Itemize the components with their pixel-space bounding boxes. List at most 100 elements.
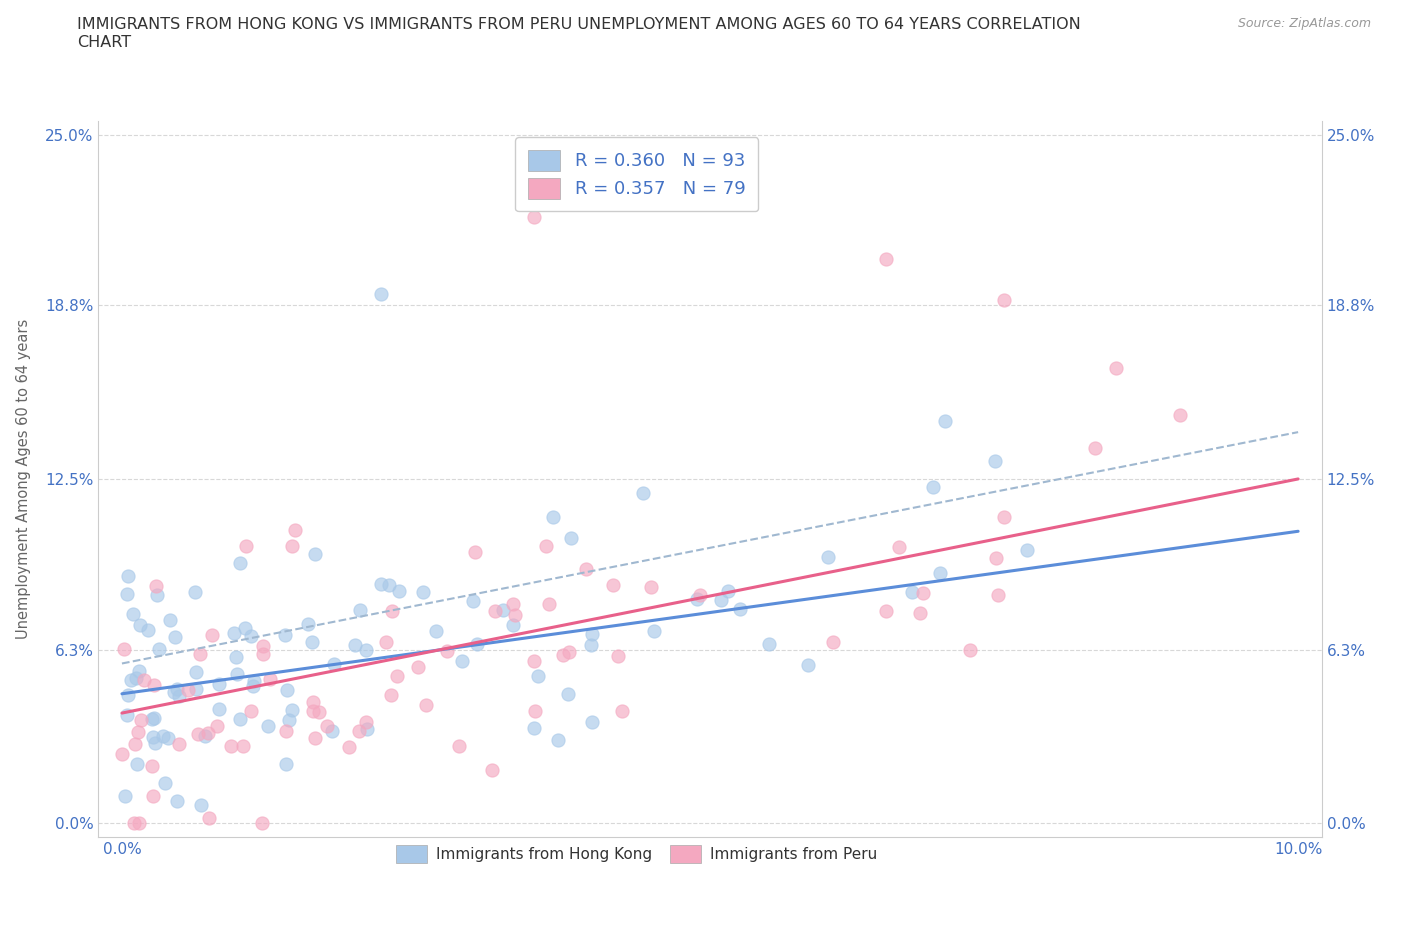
Point [875,604,897,618]
Text: IMMIGRANTS FROM HONG KONG VS IMMIGRANTS FROM PERU UNEMPLOYMENT AMONG AGES 60 TO : IMMIGRANTS FROM HONG KONG VS IMMIGRANTS … [77,17,1081,32]
Point [502,618,524,632]
Point [928,565,950,580]
Point [502,596,524,611]
Point [370,577,392,591]
Point [207,718,229,733]
Point [354,714,377,729]
Point [186,682,208,697]
Point [143,677,166,692]
Point [912,585,935,600]
Point [717,583,740,598]
Point [492,603,515,618]
Point [710,592,733,607]
Point [481,763,503,777]
Point [959,643,981,658]
Point [259,671,281,686]
Point [547,733,569,748]
Point [148,642,170,657]
Point [167,689,190,704]
Point [152,728,174,743]
Point [922,479,945,494]
Point [337,740,360,755]
Point [993,293,1015,308]
Point [464,545,486,560]
Point [252,647,274,662]
Point [197,725,219,740]
Point [406,659,429,674]
Point [112,641,135,656]
Point [117,708,139,723]
Point [1084,440,1107,455]
Point [232,738,254,753]
Point [451,654,474,669]
Point [219,739,242,754]
Point [304,547,326,562]
Point [156,731,179,746]
Point [560,530,582,545]
Point [887,539,910,554]
Point [281,702,304,717]
Point [1015,542,1038,557]
Point [986,551,1008,565]
Point [527,669,550,684]
Point [127,724,149,739]
Legend: Immigrants from Hong Kong, Immigrants from Peru: Immigrants from Hong Kong, Immigrants fr… [389,839,883,869]
Point [125,671,148,685]
Point [797,658,820,672]
Point [484,604,506,618]
Point [233,620,256,635]
Point [536,538,558,553]
Point [538,596,561,611]
Point [1105,361,1128,376]
Point [356,722,378,737]
Point [127,757,149,772]
Point [141,758,163,773]
Point [129,618,152,632]
Point [117,688,139,703]
Point [252,638,274,653]
Point [141,711,163,726]
Point [166,681,188,696]
Point [574,562,596,577]
Point [177,683,200,698]
Point [503,607,526,622]
Point [381,604,404,618]
Point [143,711,166,725]
Point [276,683,298,698]
Point [124,737,146,751]
Point [875,251,897,266]
Point [581,627,603,642]
Point [821,634,844,649]
Point [302,695,325,710]
Point [908,605,931,620]
Point [465,636,488,651]
Point [643,623,665,638]
Point [276,724,298,738]
Point [208,702,231,717]
Point [165,630,187,644]
Point [121,606,143,621]
Point [425,624,447,639]
Point [120,672,142,687]
Point [449,739,471,754]
Point [523,721,546,736]
Point [114,789,136,804]
Point [257,718,280,733]
Point [128,664,150,679]
Point [229,555,252,570]
Point [436,644,458,658]
Point [901,585,924,600]
Point [610,703,633,718]
Point [606,648,628,663]
Point [143,736,166,751]
Y-axis label: Unemployment Among Ages 60 to 64 years: Unemployment Among Ages 60 to 64 years [17,319,31,639]
Point [934,413,956,428]
Text: CHART: CHART [77,35,131,50]
Point [129,713,152,728]
Point [274,628,297,643]
Point [194,729,217,744]
Point [229,712,252,727]
Point [201,627,224,642]
Point [302,703,325,718]
Point [689,588,711,603]
